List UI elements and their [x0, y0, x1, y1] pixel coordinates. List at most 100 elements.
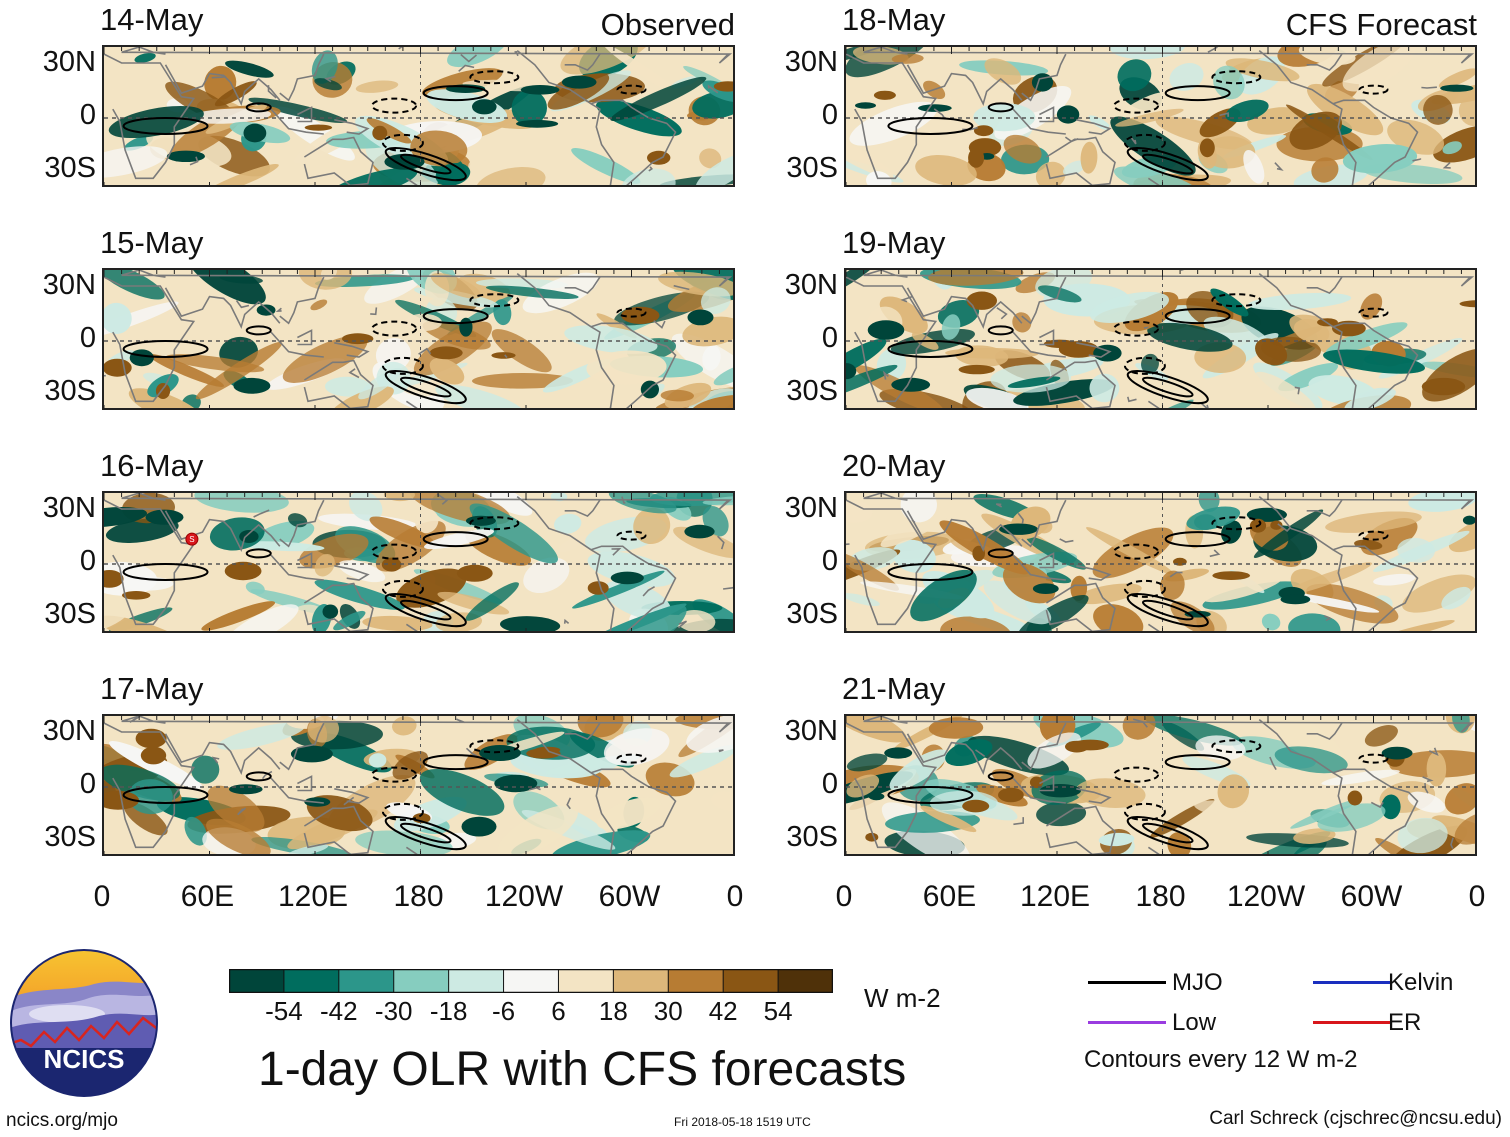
olr-anomaly-cell — [940, 616, 1012, 631]
olr-map-svg — [846, 47, 1475, 185]
olr-anomaly-cell — [879, 296, 928, 334]
olr-anomaly-cell — [1254, 371, 1316, 408]
lat-tick-label: 30S — [44, 152, 96, 185]
legend-note: Contours every 12 W m-2 — [1084, 1046, 1358, 1073]
lat-tick-label: 30N — [784, 45, 838, 78]
olr-anomaly-core — [140, 746, 167, 765]
olr-anomaly-cell — [1438, 68, 1475, 89]
lon-tick-marks — [846, 270, 1462, 408]
olr-anomaly-core — [687, 309, 714, 326]
olr-anomaly-cell — [1070, 575, 1088, 601]
olr-anomaly-cell — [920, 805, 977, 833]
colorbar-svg — [228, 968, 835, 994]
olr-anomaly-cell — [245, 581, 265, 595]
lat-tick-label: 30N — [784, 491, 838, 524]
chart-title: 1-day OLR with CFS forecasts — [258, 1043, 907, 1096]
olr-map-svg — [846, 716, 1475, 854]
coastlines — [846, 47, 1475, 185]
olr-anomaly-cell — [1036, 801, 1087, 827]
olr-anomaly-cell — [676, 610, 716, 631]
lon-tick-label: 0 — [835, 880, 853, 913]
olr-anomaly-cell — [338, 560, 386, 583]
lat-tick-label: 0 — [79, 99, 96, 131]
colorbar-swatch — [283, 968, 340, 994]
lon-tick-marks — [846, 716, 1462, 854]
olr-anomaly-cell — [1261, 336, 1321, 362]
olr-anomaly-cell — [358, 367, 402, 400]
olr-anomaly-core — [304, 124, 333, 131]
lat-tick-label: 30S — [786, 152, 838, 185]
olr-map-svg — [846, 270, 1475, 408]
lat-tick-label: 30N — [42, 268, 96, 301]
colorbar-tick-label: -18 — [429, 996, 468, 1026]
olr-anomaly-cell — [1288, 613, 1341, 631]
olr-anomaly-cell — [984, 58, 1022, 85]
olr-anomaly-cell — [104, 302, 132, 334]
olr-anomaly-cell — [695, 153, 733, 185]
panel-title-18-may: 18-May — [842, 2, 946, 37]
olr-anomaly-cell — [849, 101, 938, 146]
olr-anomaly-cell — [1074, 583, 1142, 605]
olr-anomaly-cell — [669, 744, 733, 778]
olr-anomaly-cell — [1274, 746, 1348, 774]
olr-anomaly-cell — [846, 499, 873, 523]
olr-anomaly-core — [459, 317, 473, 337]
colorbar-swatch — [448, 968, 505, 994]
olr-anomaly-cell — [500, 616, 561, 631]
olr-anomaly-core — [520, 85, 560, 95]
olr-anomaly-cell — [392, 716, 417, 736]
olr-anomaly-cell — [633, 507, 671, 545]
olr-map-svg — [846, 493, 1475, 631]
olr-anomaly-cell — [1195, 735, 1246, 761]
olr-anomaly-cell — [910, 569, 977, 622]
lon-tick-marks — [104, 47, 720, 185]
olr-anomaly-cell — [1454, 811, 1475, 845]
olr-anomaly-cell — [299, 533, 369, 569]
olr-anomaly-cell — [104, 270, 165, 300]
olr-anomaly-cell — [973, 103, 1036, 132]
colorbar — [228, 968, 835, 994]
olr-anomaly-cell — [1325, 322, 1408, 355]
colorbar-swatch — [503, 968, 560, 994]
olr-anomaly-core — [918, 104, 952, 112]
olr-anomaly-core — [972, 545, 985, 562]
lat-tick-label: 0 — [821, 99, 838, 131]
olr-anomaly-cell — [191, 755, 220, 784]
colorbar-tick-label: 42 — [708, 996, 738, 1026]
olr-anomaly-cell — [1381, 794, 1401, 820]
olr-map-svg: S — [104, 493, 733, 631]
olr-anomaly-cell — [1375, 837, 1428, 854]
mjo-contours — [887, 70, 1389, 182]
legend-label-kelvin: Kelvin — [1388, 969, 1454, 996]
olr-map-svg — [104, 716, 733, 854]
olr-anomaly-cell — [1202, 573, 1284, 603]
footer-url[interactable]: ncics.org/mjo — [6, 1110, 118, 1131]
coastlines — [104, 270, 733, 408]
olr-anomaly-cell — [866, 171, 892, 185]
olr-anomaly-cell — [523, 557, 570, 594]
coastlines — [846, 716, 1475, 854]
olr-anomaly-cell — [846, 364, 898, 405]
olr-anomaly-cell — [104, 591, 138, 631]
olr-anomaly-cell — [134, 52, 156, 63]
olr-anomaly-cell — [475, 166, 546, 185]
olr-anomaly-cell — [654, 540, 684, 568]
olr-anomaly-cell — [355, 830, 453, 854]
panel-title-15-may: 15-May — [100, 225, 204, 260]
olr-anomaly-cell — [471, 493, 533, 516]
olr-map-panel-15-may — [102, 268, 735, 410]
olr-anomaly-core — [855, 102, 876, 109]
olr-anomaly-cell — [1017, 594, 1089, 631]
olr-anomaly-cell — [1306, 83, 1384, 136]
lat-tick-label: 30S — [44, 598, 96, 631]
olr-anomaly-cell — [571, 147, 641, 184]
olr-anomaly-core — [1199, 138, 1215, 158]
olr-anomaly-core — [1440, 84, 1474, 92]
olr-anomaly-cell — [1145, 399, 1195, 408]
olr-anomaly-cell — [1283, 562, 1373, 596]
olr-anomaly-cell — [700, 287, 731, 314]
olr-anomaly-cell — [1289, 111, 1342, 150]
olr-anomaly-cell — [710, 791, 733, 811]
olr-anomaly-cell — [104, 146, 168, 178]
olr-anomaly-core — [1065, 740, 1089, 753]
